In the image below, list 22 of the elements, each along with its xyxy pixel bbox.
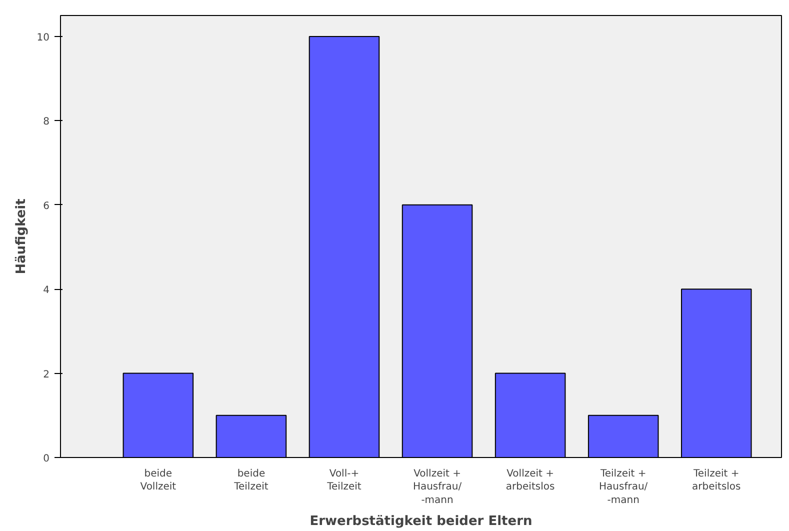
bar xyxy=(588,414,659,458)
x-tick-label: beide Teilzeit xyxy=(233,468,268,493)
y-tick-label: 10 xyxy=(36,32,50,44)
bar xyxy=(680,288,752,458)
x-tick-label: Vollzeit + Hausfrau/ -mann xyxy=(412,468,462,506)
bar xyxy=(308,36,380,458)
x-axis-title: Erwerbstätigkeit beider Eltern xyxy=(310,514,532,529)
bar xyxy=(494,372,566,458)
bar xyxy=(122,372,194,458)
y-tick-label: 8 xyxy=(43,116,50,128)
y-tick-label: 4 xyxy=(43,285,50,296)
x-tick-label: Vollzeit + arbeitslos xyxy=(506,468,555,493)
y-tick-label: 0 xyxy=(43,454,50,464)
x-tick-label: Teilzeit + arbeitslos xyxy=(692,468,741,493)
y-tick-label: 6 xyxy=(43,200,50,212)
y-tick-label: 2 xyxy=(43,369,50,380)
y-axis-title: Häufigkeit xyxy=(14,198,29,274)
bar xyxy=(402,204,473,458)
bar xyxy=(216,414,287,458)
x-tick-label: Voll-+ Teilzeit xyxy=(326,468,362,493)
x-tick-label: beide Vollzeit xyxy=(140,468,176,493)
x-tick-label: Teilzeit + Hausfrau/ -mann xyxy=(599,468,648,506)
